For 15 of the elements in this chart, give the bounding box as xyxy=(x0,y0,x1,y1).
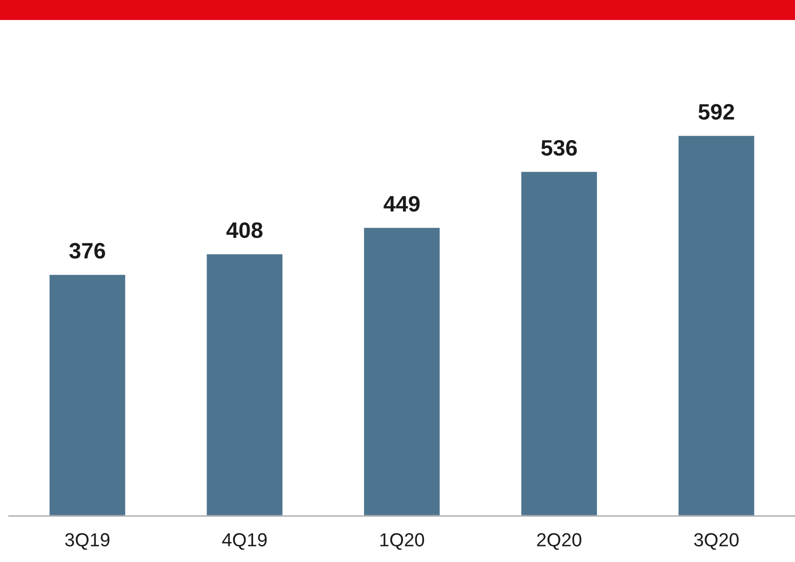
x-tick-label: 1Q20 xyxy=(380,533,424,550)
data-label: 592 xyxy=(698,104,734,120)
x-tick-label: 4Q19 xyxy=(222,533,267,550)
bar xyxy=(48,273,127,516)
bar xyxy=(362,226,442,516)
bar xyxy=(205,252,284,516)
bar xyxy=(520,170,598,516)
data-label: 536 xyxy=(541,140,577,156)
x-tick-label: 3Q19 xyxy=(65,533,110,550)
data-label: 376 xyxy=(69,242,106,259)
data-label: 449 xyxy=(384,196,420,212)
data-label: 408 xyxy=(226,222,262,238)
x-tick-label: 2Q20 xyxy=(537,533,582,550)
x-tick-label: 3Q20 xyxy=(694,533,739,550)
bar xyxy=(677,134,756,516)
